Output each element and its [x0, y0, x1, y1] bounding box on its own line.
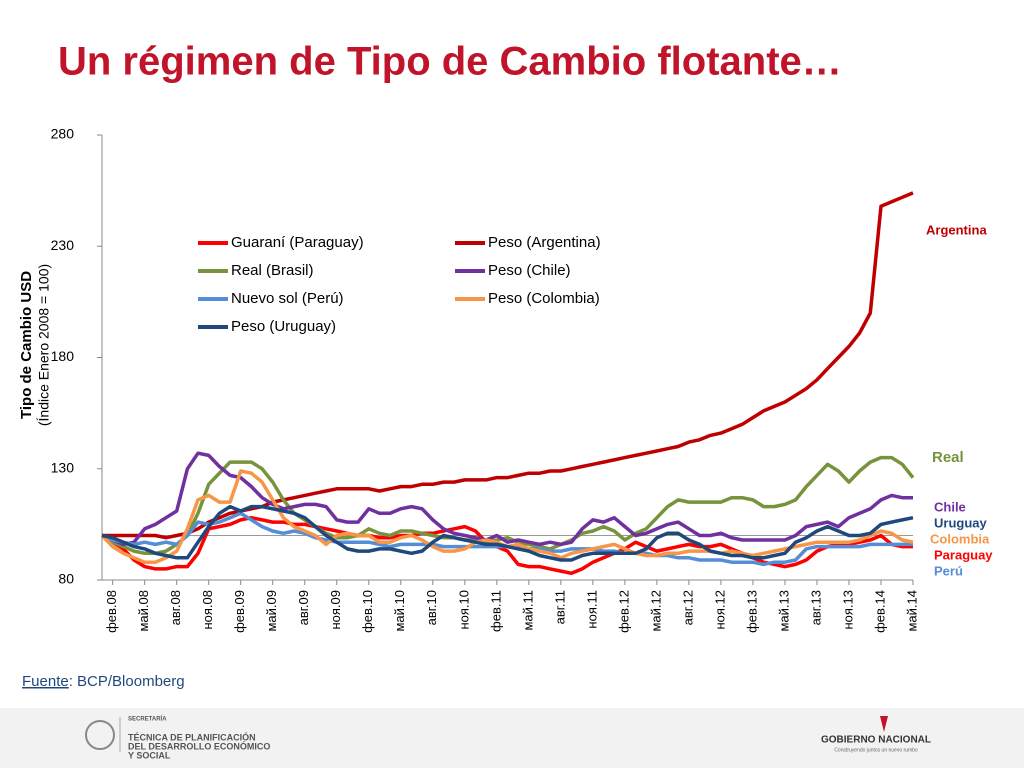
series-end-label: Real — [932, 449, 964, 466]
x-tick-label: авг.13 — [808, 590, 823, 625]
x-tick-label: фев.11 — [488, 590, 503, 632]
series-line — [101, 515, 913, 576]
y-sublabel: (Índice Enero 2008 = 100) — [36, 264, 52, 426]
x-tick-label: ноя.09 — [328, 590, 343, 630]
legend-label: Peso (Uruguay) — [231, 318, 336, 335]
legend-label: Peso (Colombia) — [488, 290, 600, 307]
y-tick-label: 180 — [51, 348, 75, 364]
source-text: : BCP/Bloomberg — [69, 673, 185, 690]
x-tick-label: май.10 — [392, 590, 407, 632]
legend-label: Real (Brasil) — [231, 262, 314, 279]
x-tick-label: май.12 — [648, 590, 663, 632]
logo-mark — [880, 716, 888, 732]
series-end-label: Uruguay — [934, 515, 988, 530]
footer-left-line: SECRETARÍA — [128, 715, 167, 723]
x-tick-label: фев.13 — [744, 590, 759, 633]
x-tick-label: май.11 — [520, 590, 535, 631]
x-tick-label: май.14 — [904, 590, 919, 632]
y-tick-label: 80 — [58, 571, 74, 587]
y-tick-label: 230 — [51, 237, 75, 253]
x-tick-label: авг.09 — [296, 590, 311, 625]
series-end-label: Argentina — [926, 222, 987, 237]
x-tick-label: ноя.08 — [200, 590, 215, 630]
footer-left-line: Y SOCIAL — [128, 750, 171, 760]
x-tick-label: фев.12 — [616, 590, 631, 633]
series-line — [101, 455, 915, 556]
x-tick-label: фев.08 — [104, 590, 119, 633]
footer-band — [0, 708, 1024, 768]
x-tick-label: май.13 — [776, 590, 791, 632]
footer-left-line: TÉCNICA DE PLANIFICACIÓN — [128, 731, 256, 742]
legend-label: Peso (Chile) — [488, 262, 571, 279]
footer-right-sub: Construyendo juntos un nuevo rumbo — [834, 747, 918, 753]
x-tick-label: авг.12 — [680, 590, 695, 625]
x-tick-label: фев.10 — [360, 590, 375, 633]
x-tick-label: фев.09 — [232, 590, 247, 633]
series-end-label: Colombia — [930, 531, 990, 546]
title: Un régimen de Tipo de Cambio flotante… — [58, 40, 842, 84]
x-tick-label: авг.08 — [168, 590, 183, 625]
source: Fuente: BCP/Bloomberg — [22, 673, 185, 690]
legend-label: Nuevo sol (Perú) — [231, 290, 344, 307]
series-end-label: Perú — [934, 563, 963, 578]
legend-label: Guaraní (Paraguay) — [231, 234, 364, 251]
legend-label: Peso (Argentina) — [488, 234, 601, 251]
x-tick-label: авг.11 — [552, 590, 567, 624]
x-tick-label: май.08 — [136, 590, 151, 632]
series-line — [102, 191, 914, 540]
footer-left-line: DEL DESARROLLO ECONÓMICO — [128, 740, 270, 751]
x-tick-label: май.09 — [264, 590, 279, 632]
x-tick-label: фев.14 — [872, 590, 887, 633]
x-tick-label: ноя.12 — [712, 590, 727, 630]
x-tick-label: ноя.13 — [840, 590, 855, 630]
x-tick-label: ноя.10 — [456, 590, 471, 630]
footer-right: GOBIERNO NACIONAL — [821, 735, 931, 746]
source-label: Fuente — [22, 673, 69, 690]
seal — [85, 720, 115, 750]
series-line — [101, 504, 914, 562]
y-tick-label: 280 — [51, 126, 75, 142]
y-tick-label: 130 — [51, 459, 75, 475]
series-end-label: Chile — [934, 499, 966, 514]
x-tick-label: ноя.11 — [584, 590, 599, 629]
series-end-label: Paraguay — [934, 547, 993, 562]
y-label: Tipo de Cambio USD — [18, 271, 35, 419]
x-tick-label: авг.10 — [424, 590, 439, 625]
